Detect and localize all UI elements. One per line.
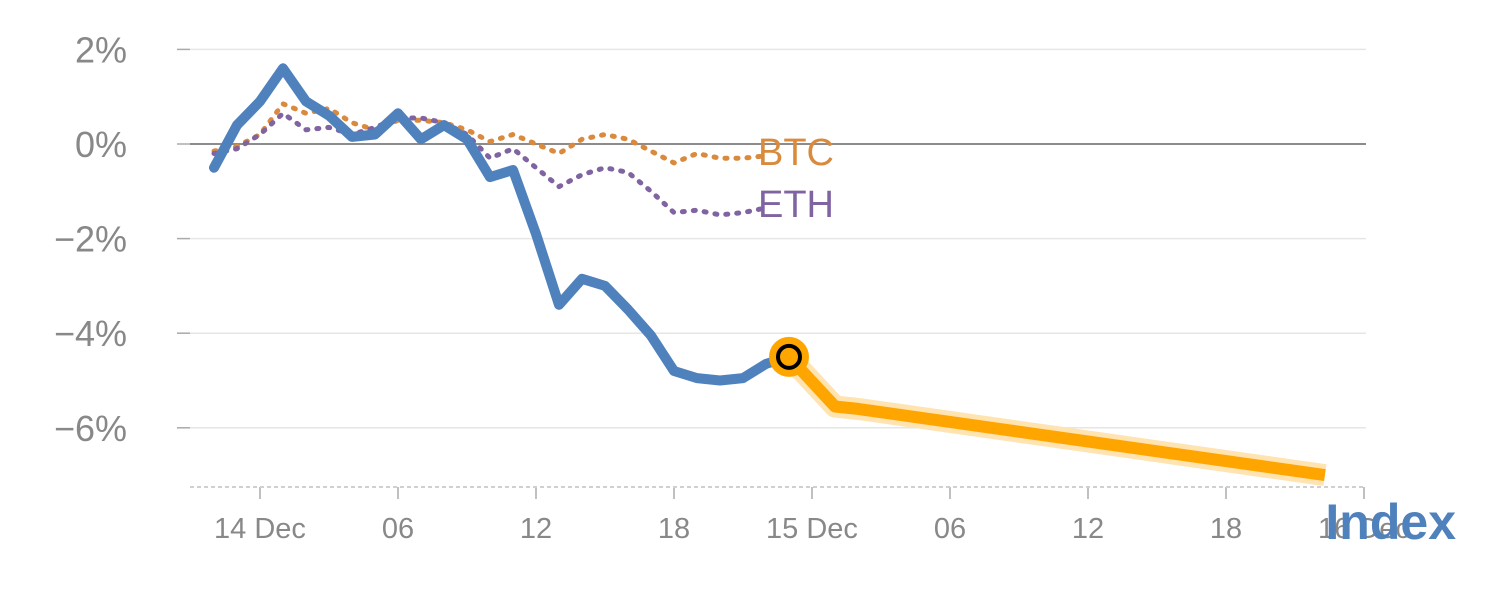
series-lines (209, 63, 1327, 486)
y-tick-label: 2% (75, 29, 127, 70)
gridlines (177, 48, 1366, 499)
x-tick-label: 16 Dec (1318, 513, 1410, 545)
y-tick-labels: 2% 0% −2% −4% −6% (54, 29, 127, 448)
x-tick-labels: 14 Dec 06 12 18 15 Dec 06 12 18 16 Dec (214, 513, 1410, 545)
eth-line (211, 110, 769, 218)
x-tick-label: 12 (520, 513, 552, 545)
x-tick-label: 15 Dec (766, 513, 858, 545)
y-tick-label: −6% (54, 408, 127, 449)
highlight-marker (776, 343, 802, 370)
index-series-label: Index (1325, 494, 1456, 550)
x-tick-label: 06 (382, 513, 414, 545)
forecast-line (784, 352, 1326, 482)
y-tick-label: −4% (54, 313, 127, 354)
y-tick-label: 0% (75, 124, 127, 165)
btc-series-label: BTC (758, 132, 834, 174)
x-tick-label: 18 (1210, 513, 1242, 545)
x-tick-label: 12 (1072, 513, 1104, 545)
index-line (209, 63, 794, 386)
eth-series-label: ETH (758, 184, 834, 226)
btc-line (211, 101, 769, 166)
x-tick-label: 06 (934, 513, 966, 545)
series-labels: BTC ETH Index (758, 132, 1456, 550)
x-tick-label: 18 (658, 513, 690, 545)
y-tick-label: −2% (54, 219, 127, 260)
x-tick-label: 14 Dec (214, 513, 306, 545)
